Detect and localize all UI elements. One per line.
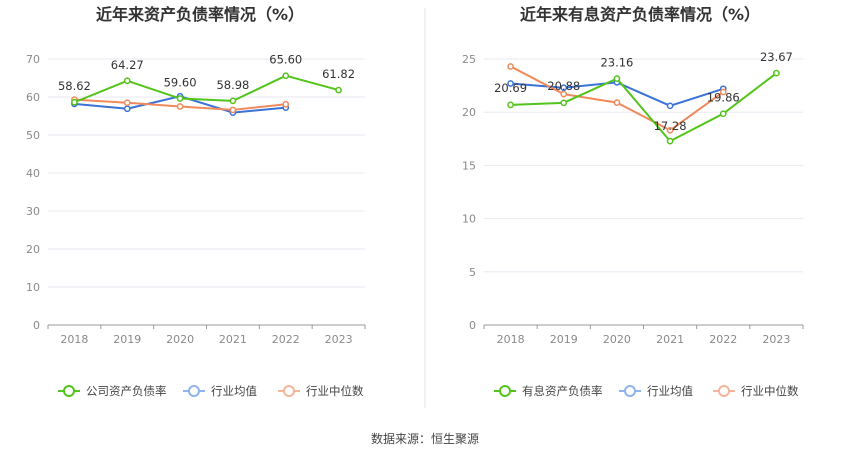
- data-label: 23.67: [760, 50, 793, 64]
- legend-item-main[interactable]: 公司资产负债率: [58, 384, 167, 398]
- series-industry-mean: [507, 79, 727, 110]
- series-main: [507, 69, 780, 145]
- x-tick-label: 2020: [603, 333, 631, 346]
- series-industry-median: [507, 63, 727, 134]
- series-main: [71, 72, 342, 106]
- data-point: [123, 77, 131, 85]
- x-tick-label: 2020: [166, 333, 194, 346]
- legend-label: 有息资产负债率: [522, 384, 603, 398]
- data-point: [123, 105, 131, 113]
- legend-marker: [718, 385, 730, 397]
- chart-title: 近年来有息资产负债率情况（%）: [520, 5, 760, 24]
- y-tick-label: 50: [26, 129, 40, 142]
- data-point: [229, 97, 237, 105]
- y-tick-label: 60: [26, 91, 40, 104]
- data-point: [335, 86, 342, 94]
- legend-marker: [499, 385, 511, 397]
- data-point: [773, 69, 780, 77]
- y-tick-label: 30: [26, 205, 40, 218]
- data-point: [71, 98, 78, 106]
- data-point: [507, 80, 514, 87]
- x-tick-label: 2018: [497, 333, 525, 346]
- legend-item-industry-median[interactable]: 行业中位数: [278, 384, 364, 398]
- y-tick-label: 70: [26, 53, 40, 66]
- legend-marker: [283, 385, 295, 397]
- series-industry-median: [71, 96, 290, 114]
- data-point: [613, 99, 621, 106]
- legend-label: 行业均值: [211, 384, 257, 398]
- y-tick-label: 5: [469, 266, 476, 279]
- y-tick-label: 10: [462, 213, 476, 226]
- data-label: 17.28: [654, 119, 687, 133]
- legend-label: 行业中位数: [741, 384, 799, 398]
- data-label: 20.69: [494, 81, 527, 95]
- legend-item-industry-median[interactable]: 行业中位数: [713, 384, 799, 398]
- data-label: 58.98: [216, 78, 249, 92]
- data-point: [666, 137, 674, 145]
- x-tick-label: 2022: [709, 333, 737, 346]
- x-tick-label: 2023: [762, 333, 790, 346]
- legend-item-industry-mean[interactable]: 行业均值: [619, 384, 693, 398]
- data-point: [176, 95, 184, 102]
- data-label: 19.86: [707, 91, 740, 105]
- legend-label: 行业中位数: [306, 384, 364, 398]
- x-tick-label: 2018: [60, 333, 88, 346]
- y-tick-label: 0: [469, 319, 476, 332]
- data-point: [560, 99, 568, 107]
- data-point: [560, 90, 568, 98]
- data-point: [123, 99, 131, 107]
- y-tick-label: 10: [26, 281, 40, 294]
- series-line: [510, 72, 778, 143]
- legend-marker: [63, 385, 75, 397]
- legend-label: 行业均值: [647, 384, 693, 398]
- data-point: [282, 100, 290, 108]
- data-point: [613, 75, 621, 82]
- y-tick-label: 20: [26, 243, 40, 256]
- data-label: 20.88: [547, 79, 580, 93]
- data-label: 64.27: [111, 58, 144, 72]
- series-line: [74, 74, 339, 104]
- source-note: 数据来源：恒生聚源: [371, 431, 479, 446]
- data-point: [560, 84, 568, 92]
- chart-title: 近年来资产负债率情况（%）: [96, 5, 304, 24]
- data-label: 23.16: [600, 56, 633, 70]
- x-tick-label: 2019: [113, 333, 141, 346]
- data-label: 61.82: [322, 67, 355, 81]
- data-point: [507, 101, 514, 109]
- legend-item-industry-mean[interactable]: 行业均值: [183, 384, 257, 398]
- data-point: [719, 88, 727, 96]
- data-point: [229, 106, 237, 114]
- x-tick-label: 2021: [219, 333, 247, 346]
- chart-panel-2: 近年来有息资产负债率情况（%） 0 5 10 15 20 25 2018 2019 2020 202…: [462, 5, 804, 398]
- chart-panel-1: 近年来资产负债率情况（%） 0 10 20 30 40 50 60 70 2018 2019 2020…: [26, 5, 366, 398]
- x-tick-label: 2022: [272, 333, 300, 346]
- data-point: [176, 103, 184, 110]
- y-tick-label: 15: [462, 159, 476, 172]
- y-tick-label: 0: [33, 319, 40, 332]
- y-tick-label: 20: [462, 106, 476, 119]
- data-point: [666, 102, 674, 110]
- data-label: 59.60: [164, 76, 197, 90]
- data-point: [666, 126, 674, 134]
- x-tick-label: 2021: [656, 333, 684, 346]
- data-label: 65.60: [269, 53, 302, 67]
- legend-label: 公司资产负债率: [86, 384, 167, 398]
- x-tick-label: 2023: [325, 333, 353, 346]
- data-point: [282, 72, 290, 80]
- data-point: [719, 110, 727, 118]
- legend-marker: [188, 385, 200, 397]
- x-tick-label: 2019: [550, 333, 578, 346]
- y-tick-label: 40: [26, 167, 40, 180]
- y-tick-label: 25: [462, 53, 476, 66]
- legend-item-main[interactable]: 有息资产负债率: [494, 384, 603, 398]
- data-point: [507, 63, 514, 70]
- legend-marker: [624, 385, 636, 397]
- data-label: 58.62: [58, 79, 91, 93]
